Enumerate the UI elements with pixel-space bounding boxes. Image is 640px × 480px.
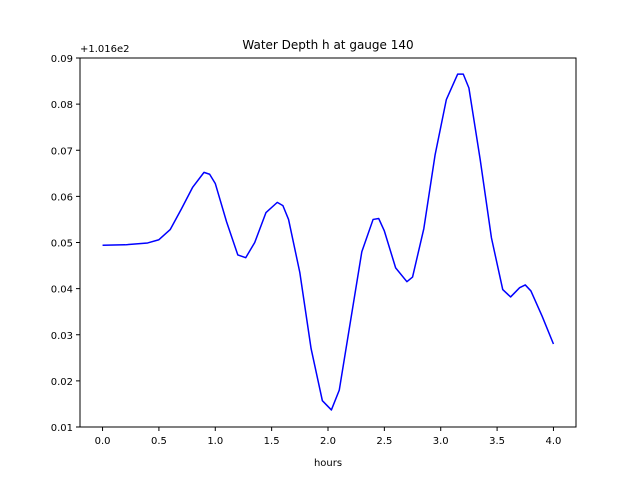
axes-frame	[79, 57, 577, 428]
y-tick-label: 0.02	[51, 377, 73, 388]
y-tick-label: 0.06	[51, 192, 73, 203]
chart-title: Water Depth h at gauge 140	[242, 38, 413, 52]
y-offset-label: +1.016e2	[80, 44, 130, 55]
x-tick-label: 2.5	[376, 436, 392, 447]
x-tick-label: 0.0	[95, 436, 111, 447]
y-tick-label: 0.08	[51, 100, 73, 111]
x-axis-label: hours	[314, 458, 342, 469]
x-tick-label: 4.0	[546, 436, 562, 447]
x-tick-label: 3.0	[433, 436, 449, 447]
x-tick-label: 0.5	[151, 436, 167, 447]
x-tick-label: 1.5	[264, 436, 280, 447]
x-tick-label: 2.0	[320, 436, 336, 447]
series-line-0	[102, 73, 555, 411]
y-tick-label: 0.01	[51, 423, 73, 434]
plot-area: 0.0 0.5 1.0 1.5 2.0 2.5 3.0 3.5 4.0 0.01 0.02 0.03 0…	[51, 54, 577, 447]
y-tick-label: 0.07	[51, 146, 73, 157]
y-tick-label: 0.09	[51, 54, 73, 65]
y-tick-label: 0.03	[51, 331, 73, 342]
y-tick-label: 0.05	[51, 239, 73, 250]
x-tick-label: 3.5	[489, 436, 505, 447]
y-tick-label: 0.04	[51, 285, 73, 296]
x-tick-label: 1.0	[207, 436, 223, 447]
